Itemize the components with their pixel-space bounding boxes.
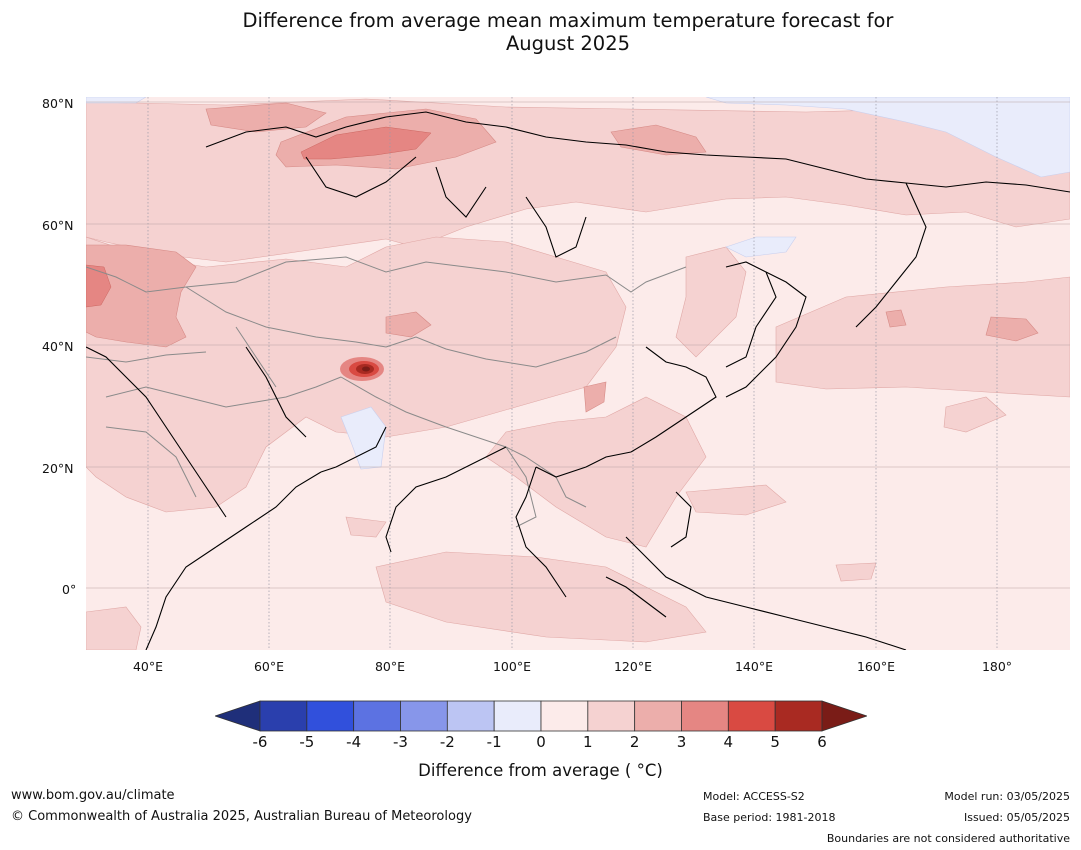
- lon-label-40e: 40°E: [132, 659, 164, 674]
- colorbar-tick-label: 5: [770, 733, 780, 751]
- footer-url[interactable]: www.bom.gov.au/climate: [11, 788, 175, 803]
- colorbar-swatch: [634, 700, 682, 732]
- lat-label-20n: 20°N: [42, 461, 74, 476]
- colorbar-tick-label: -2: [439, 733, 455, 751]
- colorbar-swatch: [540, 700, 589, 732]
- colorbar-title: Difference from average ( °C): [418, 761, 663, 780]
- colorbar-tick-label: 2: [629, 733, 640, 751]
- footer-base-period: Base period: 1981-2018: [703, 811, 836, 824]
- footer-model-run: Model run: 03/05/2025: [944, 790, 1070, 803]
- colorbar-swatch: [587, 700, 636, 732]
- lon-label-60e: 60°E: [253, 659, 285, 674]
- chart-title: Difference from average mean maximum tem…: [0, 9, 1081, 55]
- map-latitude-lines: [86, 101, 1070, 589]
- colorbar-swatch: [727, 700, 776, 732]
- colorbar: [215, 700, 867, 732]
- colorbar-tick-label: -4: [346, 733, 362, 751]
- colorbar-extend-high: [821, 700, 867, 732]
- colorbar-swatch: [774, 700, 823, 732]
- colorbar-tick-label: 1: [583, 733, 593, 751]
- lon-label-100e: 100°E: [492, 659, 531, 674]
- lon-label-120e: 120°E: [613, 659, 652, 674]
- title-line-2: August 2025: [505, 32, 631, 55]
- colorbar-tick-label: 0: [536, 733, 546, 751]
- colorbar-extend-low: [215, 700, 261, 732]
- colorbar-swatch: [493, 700, 542, 732]
- lon-label-180: 180°: [981, 659, 1013, 674]
- forecast-map: [86, 97, 1070, 650]
- colorbar-tick-label: 6: [817, 733, 827, 751]
- footer-disclaimer: Boundaries are not considered authoritat…: [826, 832, 1070, 845]
- colorbar-swatch: [353, 700, 401, 732]
- anomaly-3-4-regions: [86, 126, 432, 308]
- colorbar-swatch: [259, 700, 308, 732]
- lat-label-60n: 60°N: [42, 218, 74, 233]
- colorbar-tick-label: -5: [299, 733, 315, 751]
- lon-label-160e: 160°E: [856, 659, 895, 674]
- footer-copyright: © Commonwealth of Australia 2025, Austra…: [11, 809, 472, 824]
- colorbar-swatch: [400, 700, 448, 732]
- footer-issued: Issued: 05/05/2025: [963, 811, 1070, 824]
- anomaly-negative-regions: [86, 97, 1070, 470]
- coastlines: [86, 111, 1070, 650]
- lat-label-80n: 80°N: [42, 96, 74, 111]
- colorbar-swatch: [681, 700, 729, 732]
- colorbar-swatch: [446, 700, 495, 732]
- lat-label-0: 0°: [62, 582, 77, 597]
- colorbar-swatch: [306, 700, 355, 732]
- colorbar-tick-label: -6: [252, 733, 268, 751]
- map-graticule: [147, 97, 998, 650]
- lon-label-80e: 80°E: [374, 659, 406, 674]
- colorbar-tick-label: -3: [393, 733, 408, 751]
- colorbar-tick-label: -1: [486, 733, 502, 751]
- anomaly-hotspot: [340, 357, 384, 381]
- title-line-1: Difference from average mean maximum tem…: [242, 9, 894, 32]
- lon-label-140e: 140°E: [734, 659, 773, 674]
- footer-model: Model: ACCESS-S2: [703, 790, 805, 803]
- colorbar-tick-label: 3: [676, 733, 687, 751]
- colorbar-tick-label: 4: [723, 733, 734, 751]
- lat-label-40n: 40°N: [42, 339, 74, 354]
